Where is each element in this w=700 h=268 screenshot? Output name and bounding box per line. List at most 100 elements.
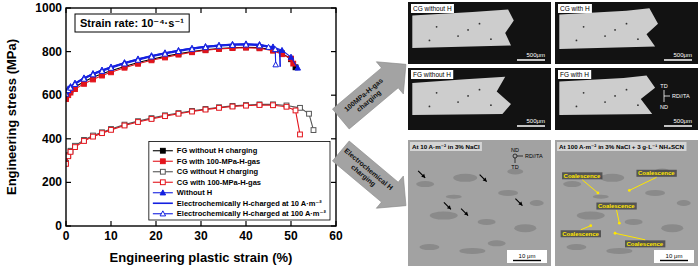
legend-line: [153, 202, 173, 204]
micrograph-bg: [408, 2, 551, 64]
marker: [217, 105, 222, 110]
pointer-head: [464, 212, 468, 216]
crack: [576, 106, 578, 108]
pointer: [444, 202, 451, 209]
scale-bar: [660, 260, 688, 261]
grain-feature: [577, 212, 605, 220]
grain-feature: [446, 195, 462, 199]
process-arrow: 100MPa-H-gascharging: [327, 48, 419, 135]
marker: [163, 113, 168, 118]
y-tick-right: [331, 138, 336, 139]
label-line: charging: [355, 89, 383, 114]
grain-feature: [530, 200, 544, 206]
specimen: [412, 9, 514, 48]
crack: [467, 95, 469, 97]
marker: [82, 139, 87, 144]
y-tick-label: 1000: [35, 1, 62, 15]
marker: [122, 122, 127, 127]
y-tick: [66, 51, 71, 52]
marker: [100, 131, 105, 136]
marker: [160, 211, 166, 216]
axis-arrow: [664, 96, 670, 97]
x-tick-label: 10: [104, 229, 118, 243]
grain-feature: [593, 195, 609, 199]
direction: ND: [511, 147, 519, 153]
crack: [490, 104, 492, 106]
marker: [122, 61, 128, 66]
direction: RD//TA: [525, 153, 543, 159]
scale-bar: [517, 59, 545, 61]
crack: [637, 104, 639, 106]
crack: [626, 23, 628, 25]
label-patch: [636, 170, 676, 177]
crack: [626, 89, 628, 91]
label-patch: [596, 203, 636, 210]
grain-feature: [563, 181, 581, 187]
arrow-label: Electrochemical Hcharging: [337, 147, 394, 198]
marker: [298, 132, 303, 137]
annotation-label: Coalescence: [598, 203, 635, 209]
marker: [82, 81, 87, 86]
pointer: [615, 233, 645, 240]
legend-label: CG without H charging: [177, 167, 259, 176]
x-tick-label: 30: [194, 229, 208, 243]
legend-box: [149, 142, 330, 221]
label-patch: [562, 172, 602, 179]
crack: [614, 29, 616, 31]
series-line: [66, 48, 293, 99]
y-tick: [66, 138, 71, 139]
label-line: charging: [349, 163, 377, 188]
grain-feature: [478, 219, 496, 225]
figure: 010203040506002004006008001000Engineerin…: [0, 0, 700, 268]
marker: [73, 145, 78, 150]
y-tick-label: 800: [42, 45, 62, 59]
title-patch: [411, 70, 453, 79]
marker: [190, 109, 195, 114]
label-line: At 10 A·m⁻² in 3% NaCl: [412, 143, 480, 150]
crack: [429, 106, 431, 108]
marker: [109, 127, 114, 132]
grain-feature: [459, 248, 485, 254]
marker: [136, 120, 141, 125]
axis-arrow: [517, 156, 523, 157]
x-tick: [110, 221, 111, 226]
pointer: [418, 171, 425, 178]
sem-bg: [555, 140, 698, 266]
scale-bar: [664, 125, 692, 127]
specimen: [559, 8, 658, 49]
grain-feature: [419, 244, 439, 250]
marker: [273, 62, 279, 67]
crack: [479, 89, 481, 91]
x-tick: [245, 221, 246, 226]
annotation-box: [75, 14, 189, 32]
marker: [100, 73, 105, 78]
y-tick-label: 400: [42, 132, 62, 146]
marker: [257, 43, 263, 48]
marker: [271, 102, 276, 107]
marker: [68, 149, 73, 154]
plot-frame: [66, 8, 336, 226]
x-tick-label: 60: [329, 229, 343, 243]
specimen: [559, 75, 655, 115]
panel-title: At 100 A·m⁻² in 3% NaCl + 3 g·L⁻¹ NH₄SCN: [559, 143, 684, 150]
scale-label: 10 μm: [666, 253, 683, 259]
pointer: [629, 177, 656, 190]
grain-feature: [606, 248, 632, 254]
grain-feature: [566, 244, 586, 250]
crack: [614, 95, 616, 97]
marker: [243, 42, 249, 47]
marker: [257, 102, 262, 107]
crack: [576, 40, 578, 42]
direction: RD//TA: [672, 93, 690, 99]
crack: [436, 26, 438, 28]
pointer: [480, 175, 487, 182]
sem-panel: At 10 A·m⁻² in 3% NaCl10 μmNDRD//TATD: [408, 140, 551, 266]
annotation-label: Coalescence: [564, 173, 601, 179]
marker: [230, 104, 235, 109]
grain-feature: [453, 174, 477, 182]
label-line: At 100 A·m⁻² in 3% NaCl + 3 g·L⁻¹ NH₄SCN: [559, 143, 684, 150]
x-tick-label: 20: [149, 229, 163, 243]
grain-feature: [645, 190, 665, 196]
marker: [72, 81, 78, 86]
marker: [203, 45, 209, 50]
